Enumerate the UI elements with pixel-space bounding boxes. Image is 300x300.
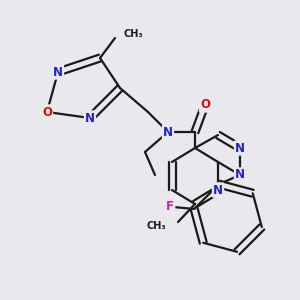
Text: O: O	[200, 98, 210, 112]
Text: N: N	[213, 184, 223, 196]
Text: N: N	[235, 142, 245, 154]
Text: N: N	[53, 65, 63, 79]
Text: O: O	[42, 106, 52, 118]
Text: CH₃: CH₃	[123, 29, 142, 39]
Text: CH₃: CH₃	[146, 221, 166, 231]
Text: N: N	[235, 169, 245, 182]
Text: N: N	[163, 125, 173, 139]
Text: N: N	[85, 112, 95, 124]
Text: F: F	[166, 200, 174, 213]
